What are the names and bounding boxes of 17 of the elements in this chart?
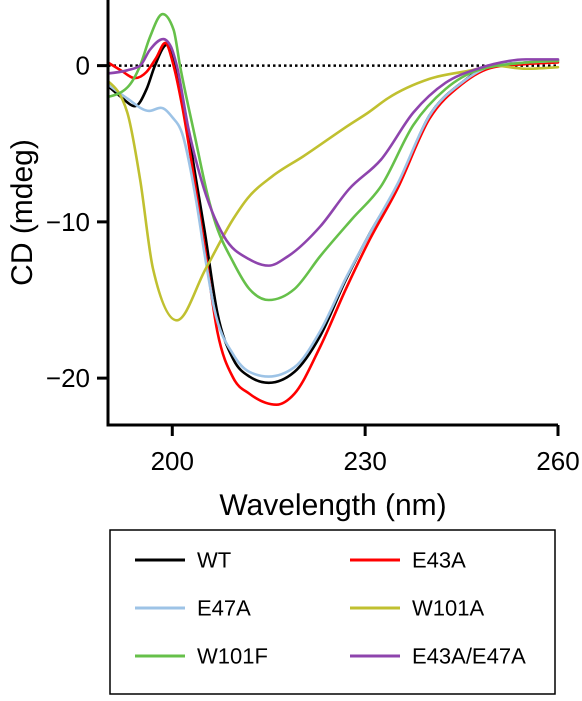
y-axis-title: CD (mdeg) bbox=[6, 139, 39, 286]
legend-label: W101F bbox=[197, 644, 268, 669]
line-series bbox=[106, 64, 560, 322]
legend-label: E43A bbox=[412, 548, 466, 573]
x-tick-label: 260 bbox=[536, 446, 580, 476]
x-tick-label: 230 bbox=[343, 446, 387, 476]
x-tick-label: 200 bbox=[150, 446, 194, 476]
line-series bbox=[106, 12, 560, 302]
y-tick-label: 0 bbox=[76, 50, 90, 81]
y-tick-label: −20 bbox=[46, 363, 90, 394]
legend-label: W101A bbox=[412, 596, 484, 621]
legend-label: E47A bbox=[197, 596, 252, 621]
line-series bbox=[106, 38, 560, 267]
legend-label: WT bbox=[197, 548, 232, 573]
x-axis-title: Wavelength (nm) bbox=[219, 489, 447, 522]
legend-label: E43A/E47A bbox=[412, 644, 526, 669]
y-tick-label: −10 bbox=[46, 206, 90, 237]
